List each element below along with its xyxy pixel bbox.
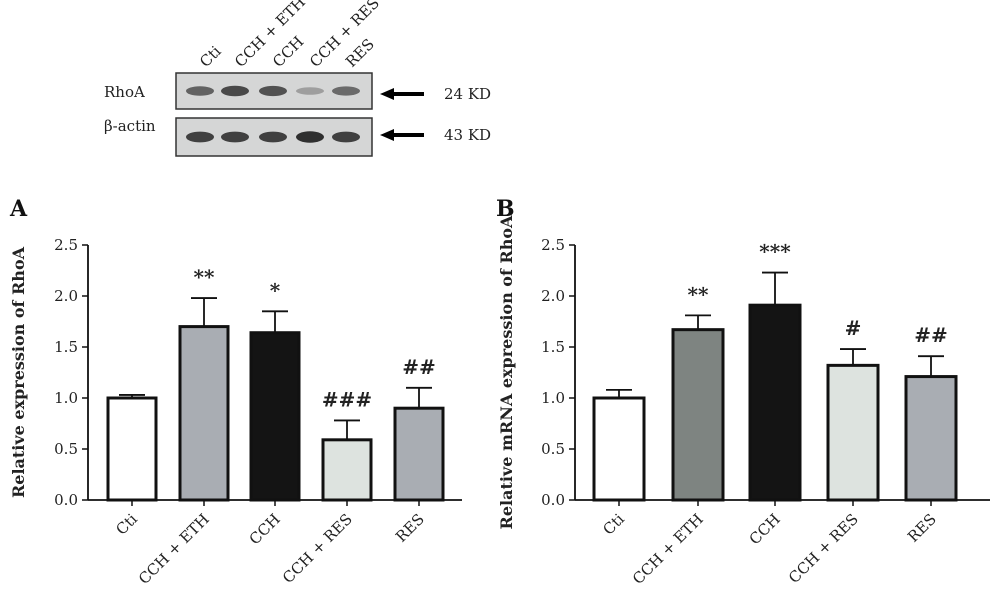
blot-band <box>259 131 287 143</box>
x-tick-label: CCH + ETH <box>629 510 707 588</box>
bar <box>249 331 301 502</box>
y-tick-label: 0.5 <box>541 440 565 458</box>
bar <box>826 363 880 502</box>
significance-label: ** <box>194 265 215 289</box>
significance-label: ## <box>402 355 436 379</box>
x-tick-label: CCH + ETH <box>135 510 213 588</box>
bar <box>106 396 158 502</box>
arrow-head-icon <box>380 129 394 141</box>
y-tick-label: 1.0 <box>541 389 565 407</box>
y-tick-label: 0.0 <box>541 491 565 509</box>
x-tick-label: CCH + RES <box>785 510 862 587</box>
significance-label: *** <box>759 240 791 264</box>
blot-band <box>186 131 214 143</box>
x-tick-label: Cti <box>599 510 628 539</box>
y-axis-label: Relative mRNA expression of RhoA <box>497 215 516 529</box>
y-tick-label: 1.5 <box>54 338 78 356</box>
panel-letter: A <box>9 196 28 222</box>
y-tick-label: 2.5 <box>54 236 78 254</box>
significance-label: # <box>845 316 862 340</box>
blot-band <box>332 131 360 143</box>
y-tick-label: 1.0 <box>54 389 78 407</box>
y-tick-label: 2.5 <box>541 236 565 254</box>
x-tick-label: RES <box>392 510 428 546</box>
bar <box>671 328 725 502</box>
y-tick-label: 0.0 <box>54 491 78 509</box>
y-tick-label: 0.5 <box>54 440 78 458</box>
significance-label: * <box>270 278 281 302</box>
blot-band <box>221 85 249 97</box>
arrow-head-icon <box>380 88 394 100</box>
y-tick-label: 1.5 <box>541 338 565 356</box>
chart-panel-a: A 0.0 0.5 1.0 1.5 2.0 2.5 Relative expression o… <box>9 196 462 588</box>
panel-letter: B <box>496 196 515 222</box>
x-tick-label: Cti <box>112 510 141 539</box>
blot-band <box>332 86 360 96</box>
bar <box>748 303 802 502</box>
chart-panel-b: B 0.0 0.5 1.0 1.5 2.0 2.5 Relative mRNA express… <box>496 196 990 588</box>
blot-band <box>221 131 249 143</box>
blot-band <box>259 85 287 97</box>
band-label: RhoA <box>104 83 145 101</box>
bar <box>321 438 373 502</box>
blot-band <box>296 87 324 95</box>
bar <box>592 396 646 502</box>
x-tick-label: CCH <box>246 510 284 548</box>
band-size: 43 KD <box>444 126 491 144</box>
band-label: β-actin <box>104 117 156 135</box>
blot-band <box>296 131 324 143</box>
bar <box>904 375 958 502</box>
lane-label: Cti <box>196 42 225 71</box>
y-axis-label: Relative expression of RhoA <box>9 246 28 498</box>
blot-band <box>186 86 214 96</box>
significance-label: ## <box>914 323 948 347</box>
y-tick-label: 2.0 <box>54 287 78 305</box>
x-tick-label: CCH + RES <box>279 510 356 587</box>
significance-label: ### <box>322 387 372 411</box>
x-tick-label: CCH <box>746 510 784 548</box>
bar <box>393 406 445 502</box>
band-size: 24 KD <box>444 85 491 103</box>
x-tick-label: RES <box>904 510 940 546</box>
y-tick-label: 2.0 <box>541 287 565 305</box>
significance-label: ** <box>688 282 709 306</box>
bar <box>178 325 230 502</box>
